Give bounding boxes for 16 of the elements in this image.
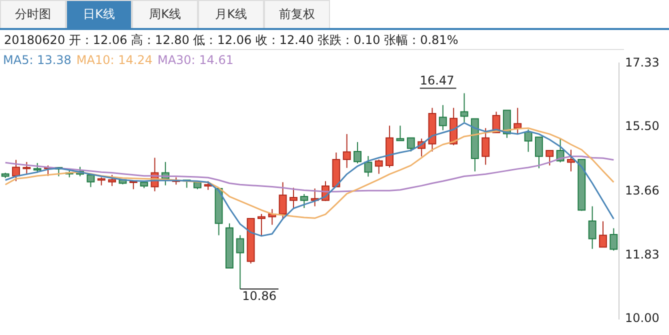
y-tick-label: 17.33 xyxy=(625,55,660,70)
text: 前复权 xyxy=(264,0,330,28)
chart-title: 20180620 开：12.06 高：12.80 低：12.06 收：12.40 张跌：0.10 张幅：0.81% xyxy=(4,32,458,49)
y-tick-label: 15.50 xyxy=(625,119,660,134)
y-tick-label: 10.00 xyxy=(625,311,660,326)
text: MA5: 13.38 xyxy=(3,53,72,67)
text: MA30: 14.61 xyxy=(157,53,234,67)
annotation: 10.86 xyxy=(242,289,276,304)
y-tick-label: 11.83 xyxy=(625,247,660,262)
y-tick-label: 13.66 xyxy=(625,183,660,198)
text: MA10: 14.24 xyxy=(76,53,152,67)
text: 日K线 xyxy=(66,0,132,28)
text: 月K线 xyxy=(198,0,264,28)
text: 分时图 xyxy=(0,0,66,28)
annotation: 16.47 xyxy=(420,73,454,88)
text: 周K线 xyxy=(132,0,198,28)
